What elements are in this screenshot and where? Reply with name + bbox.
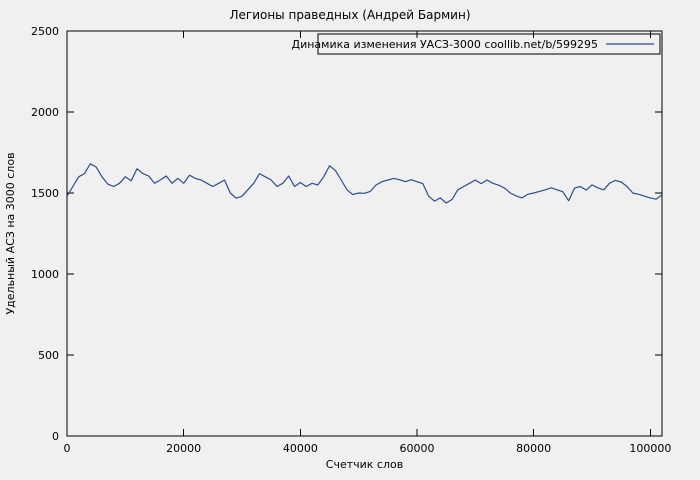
plot-border (66, 30, 663, 437)
data-series-line (66, 163, 663, 204)
y-tick-label: 0 (52, 430, 59, 443)
chart-title: Легионы праведных (Андрей Бармин) (229, 8, 471, 22)
x-axis-label: Счетчик слов (326, 458, 403, 471)
y-tick-label: 1000 (31, 268, 59, 281)
x-tick-label: 80000 (516, 442, 551, 455)
x-tick-label: 100000 (629, 442, 671, 455)
y-tick-label: 500 (38, 349, 59, 362)
y-tick-label: 2500 (31, 25, 59, 38)
y-tick-label: 2000 (31, 106, 59, 119)
x-tick-label: 20000 (166, 442, 201, 455)
x-tick-label: 0 (64, 442, 71, 455)
x-tick-label: 40000 (283, 442, 318, 455)
legend-box (317, 33, 661, 55)
legend-label: Динамика изменения УАСЗ-3000 coollib.net… (292, 38, 599, 51)
x-tick-label: 60000 (400, 442, 435, 455)
y-axis-label: Удельный АСЗ на 3000 слов (4, 152, 17, 314)
y-tick-label: 1500 (31, 187, 59, 200)
